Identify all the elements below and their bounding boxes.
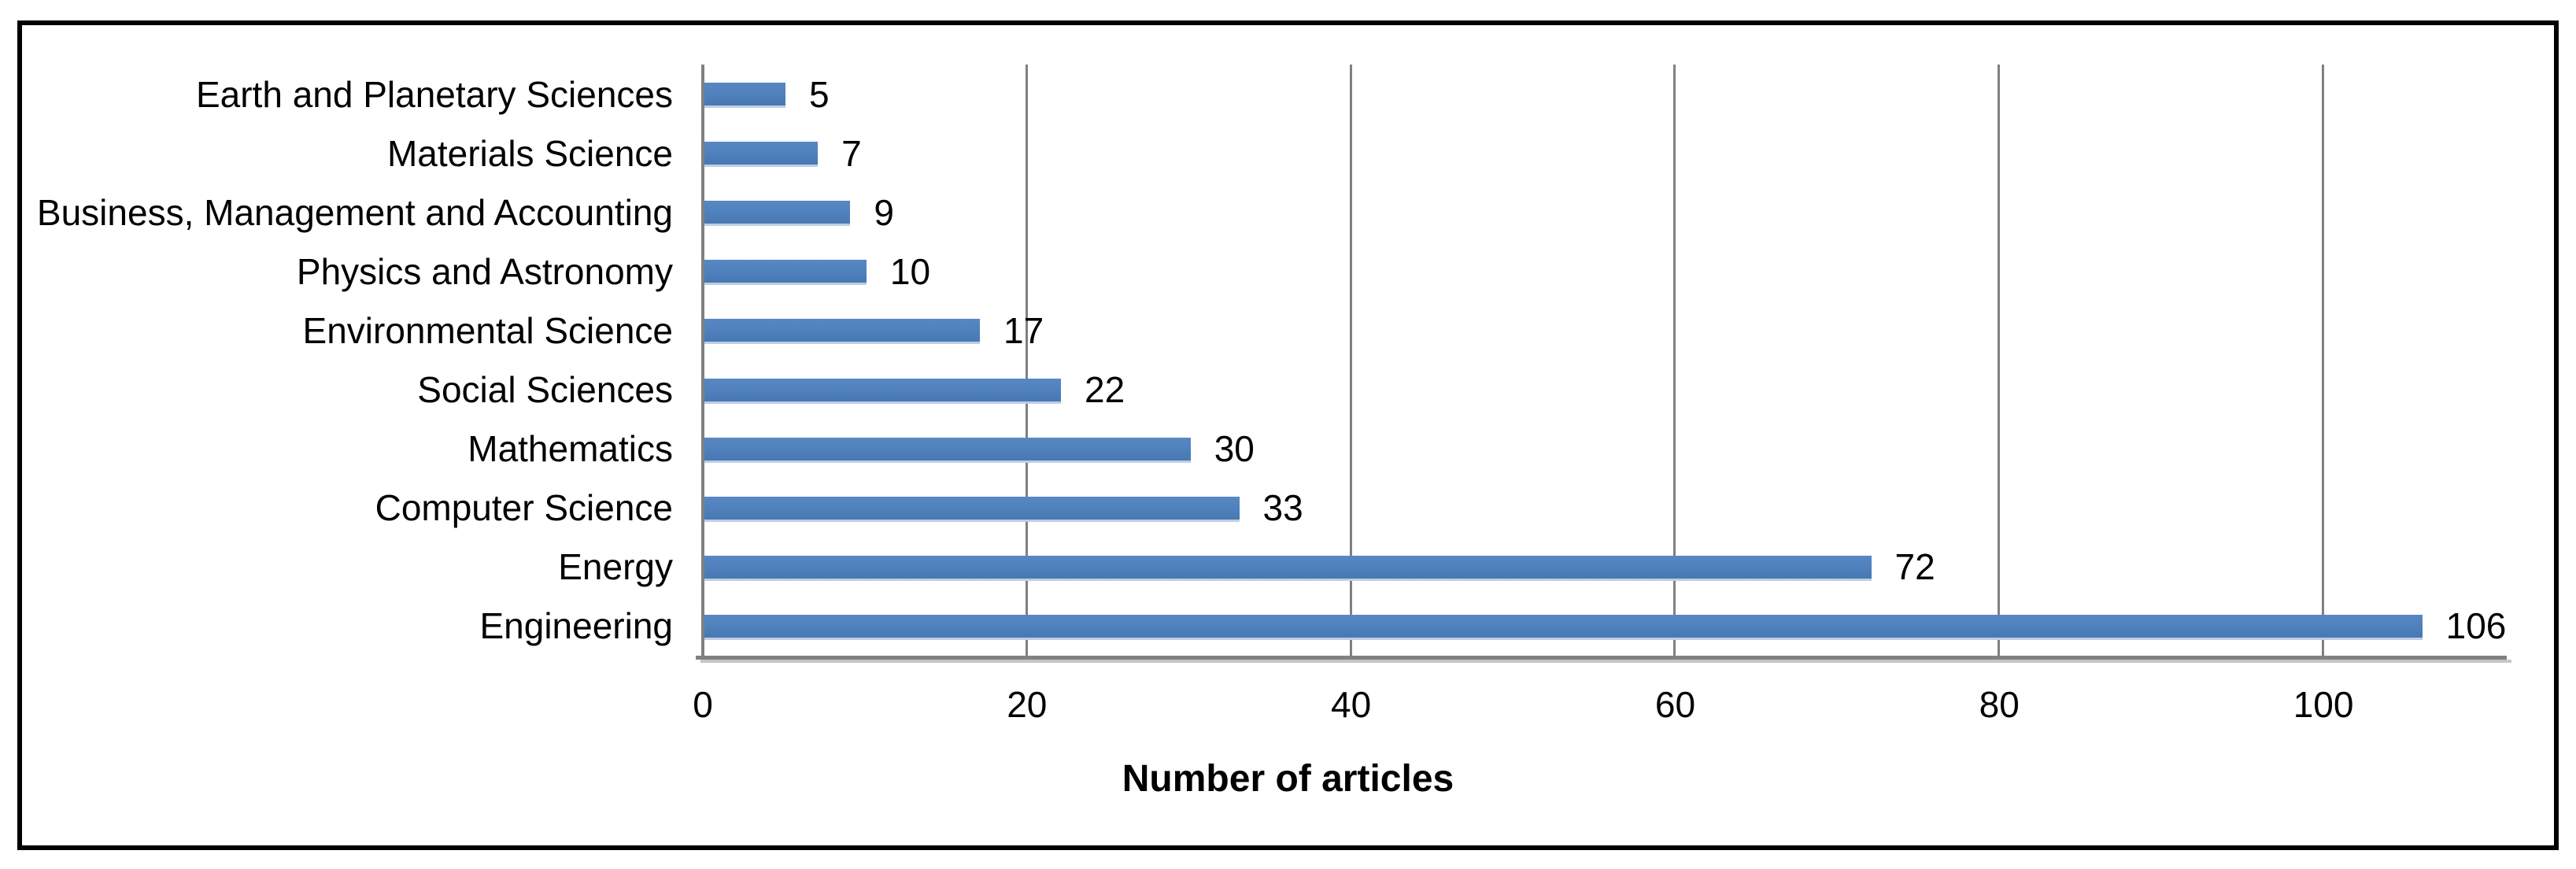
bar-energy [704, 555, 1872, 579]
y-axis-line [701, 65, 704, 659]
bar-social-sciences [704, 378, 1061, 401]
x-axis-shadow [700, 660, 2511, 663]
value-label: 22 [1085, 369, 1125, 410]
gridline-x-100 [2322, 65, 2325, 658]
bar-business-management-and-accounting [704, 201, 851, 224]
bar-computer-science [704, 496, 1240, 520]
x-tick-label: 100 [2293, 684, 2354, 725]
gridline-x-20 [1025, 65, 1028, 658]
bar-mathematics [704, 437, 1191, 460]
value-label: 106 [2445, 605, 2507, 647]
chart-border [17, 20, 2559, 850]
category-label: Mathematics [468, 428, 673, 470]
value-label: 5 [808, 73, 830, 115]
category-label: Energy [558, 546, 673, 588]
x-tick-label: 20 [1007, 684, 1048, 725]
category-label: Earth and Planetary Sciences [195, 73, 673, 115]
x-tick-label: 80 [1979, 684, 2020, 725]
x-tick-label: 60 [1654, 684, 1696, 725]
category-label: Computer Science [375, 487, 673, 529]
value-label: 17 [1003, 309, 1044, 351]
bar-earth-and-planetary-sciences [704, 83, 785, 105]
gridline-x-80 [1998, 65, 2001, 658]
bar-physics-and-astronomy [704, 260, 867, 283]
x-axis-title: Number of articles [1122, 758, 1454, 800]
x-tick-label: 40 [1331, 684, 1372, 725]
value-label: 33 [1262, 487, 1303, 529]
category-label: Social Sciences [417, 369, 673, 410]
gridline-x-40 [1349, 65, 1352, 658]
bar-materials-science [704, 142, 819, 165]
value-label: 7 [841, 132, 862, 174]
category-label: Engineering [479, 605, 673, 647]
category-label: Physics and Astronomy [296, 250, 673, 292]
category-label: Business, Management and Accounting [36, 191, 673, 233]
value-label: 9 [874, 191, 894, 233]
x-tick-label: 0 [693, 684, 713, 725]
x-axis-line [696, 656, 2507, 660]
category-label: Environmental Science [302, 309, 673, 351]
gridline-x-60 [1673, 65, 1676, 658]
bar-engineering [704, 614, 2423, 638]
category-label: Materials Science [386, 132, 673, 174]
value-label: 72 [1894, 546, 1935, 588]
bar-environmental-science [704, 319, 981, 342]
value-label: 30 [1214, 428, 1255, 470]
value-label: 10 [889, 250, 931, 292]
